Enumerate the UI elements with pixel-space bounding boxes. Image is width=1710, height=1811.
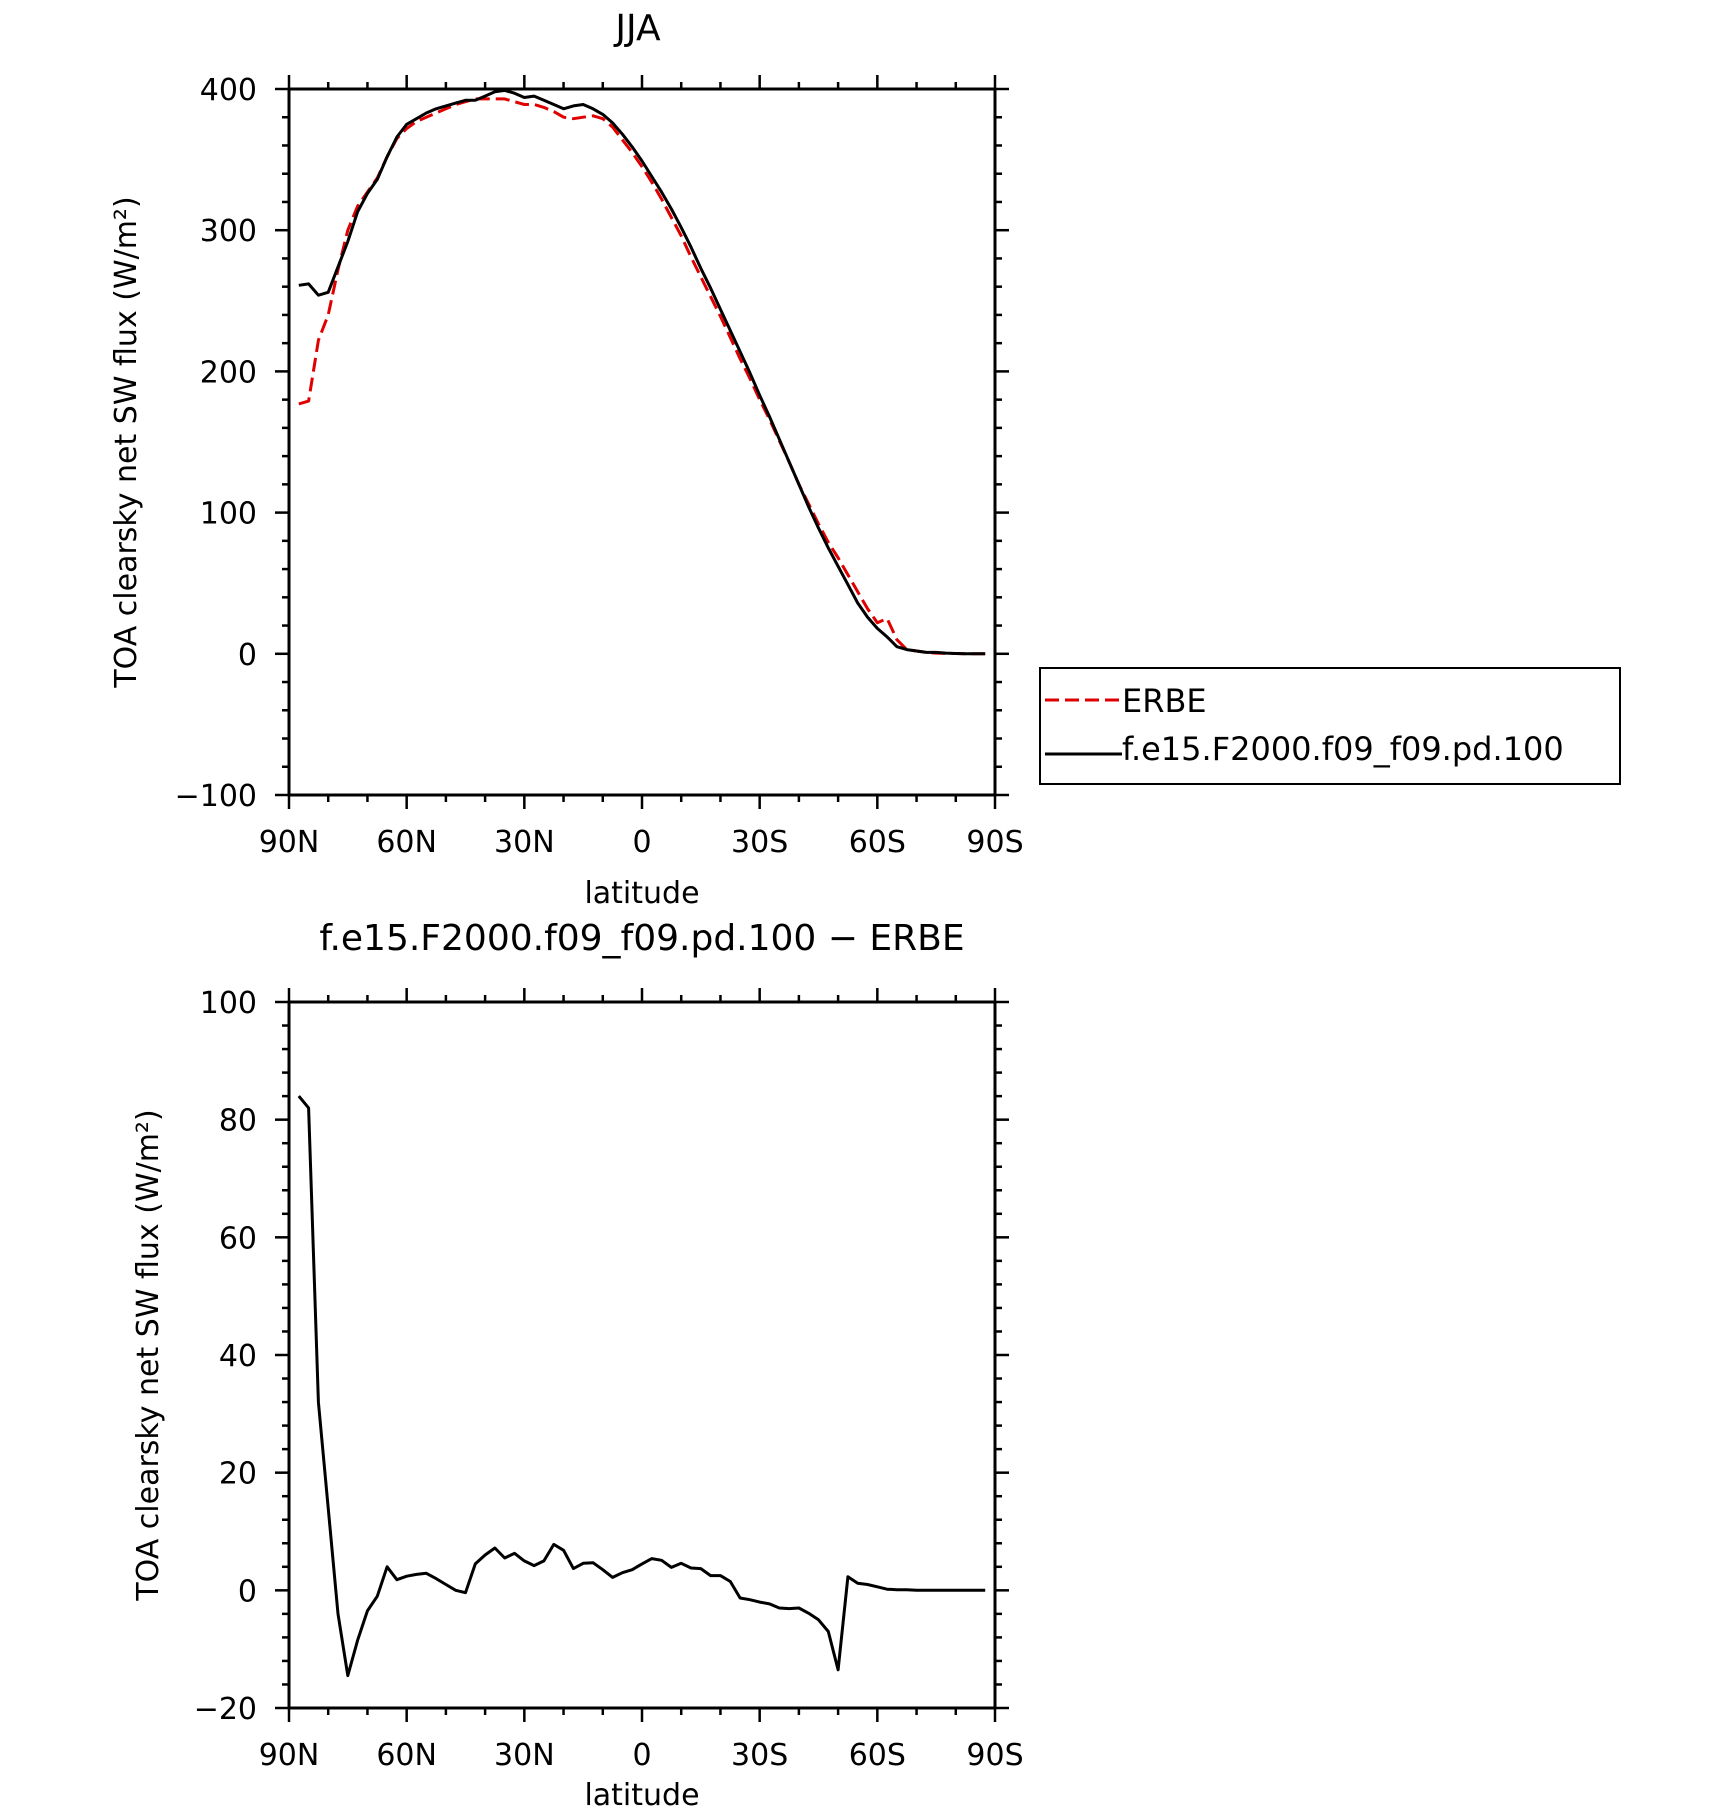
x-tick-label: 90S	[966, 1738, 1023, 1773]
y-tick-label: 100	[200, 986, 257, 1021]
y-tick-label: −20	[194, 1692, 257, 1727]
chart-title: JJA	[613, 8, 661, 49]
x-axis-label: latitude	[584, 1778, 699, 1811]
series-group	[298, 88, 986, 656]
x-tick-label: 90N	[259, 825, 320, 860]
x-tick-label: 60N	[376, 825, 437, 860]
x-tick-labels: 90N 60N 30N 0 30S 60S 90S	[259, 1738, 1024, 1773]
legend-label-erbe: ERBE	[1122, 682, 1207, 720]
x-tick-label: 30S	[731, 825, 788, 860]
x-tick-label: 90S	[966, 825, 1023, 860]
y-tick-label: 40	[219, 1339, 257, 1374]
series-group	[297, 1095, 986, 1678]
y-tick-labels: 400 300 200 100 0 −100	[175, 73, 257, 814]
x-tick-label: 60S	[849, 1738, 906, 1773]
y-tick-label: −100	[175, 779, 257, 814]
y-axis-label: TOA clearsky net SW flux (W/m²)	[131, 1109, 166, 1601]
series-line-1	[298, 88, 986, 656]
x-tick-label: 30N	[494, 825, 555, 860]
x-axis-label: latitude	[584, 876, 699, 911]
plot-frame	[287, 87, 997, 797]
bottom-chart-panel: f.e15.F2000.f09_f09.pd.100 − ERBE 100 80 6…	[131, 918, 1024, 1811]
y-tick-labels: 100 80 60 40 20 0 −20	[194, 986, 257, 1727]
series-line-0	[297, 1095, 986, 1678]
y-tick-label: 0	[238, 638, 257, 673]
x-tick-label: 30S	[731, 1738, 788, 1773]
tick-marks	[275, 75, 1009, 809]
tick-marks	[275, 988, 1009, 1722]
y-tick-label: 200	[200, 355, 257, 390]
x-tick-label: 0	[632, 1738, 651, 1773]
legend: ERBE f.e15.F2000.f09_f09.pd.100	[1039, 667, 1621, 785]
y-axis-label: TOA clearsky net SW flux (W/m²)	[109, 196, 144, 688]
x-tick-labels: 90N 60N 30N 0 30S 60S 90S	[259, 825, 1024, 860]
y-tick-label: 20	[219, 1457, 257, 1492]
y-tick-label: 60	[219, 1221, 257, 1256]
x-tick-label: 60S	[849, 825, 906, 860]
x-tick-label: 30N	[494, 1738, 555, 1773]
plot-frame	[287, 1000, 997, 1710]
legend-label-model: f.e15.F2000.f09_f09.pd.100	[1122, 730, 1564, 768]
difference-chart-title: f.e15.F2000.f09_f09.pd.100 − ERBE	[319, 918, 964, 959]
y-tick-label: 100	[200, 497, 257, 532]
x-tick-label: 0	[632, 825, 651, 860]
legend-box	[1039, 667, 1621, 785]
x-tick-label: 90N	[259, 1738, 320, 1773]
y-tick-label: 300	[200, 214, 257, 249]
y-tick-label: 80	[219, 1104, 257, 1139]
x-tick-label: 60N	[376, 1738, 437, 1773]
series-line-0	[298, 97, 986, 656]
y-tick-label: 0	[238, 1574, 257, 1609]
y-tick-label: 400	[200, 73, 257, 108]
